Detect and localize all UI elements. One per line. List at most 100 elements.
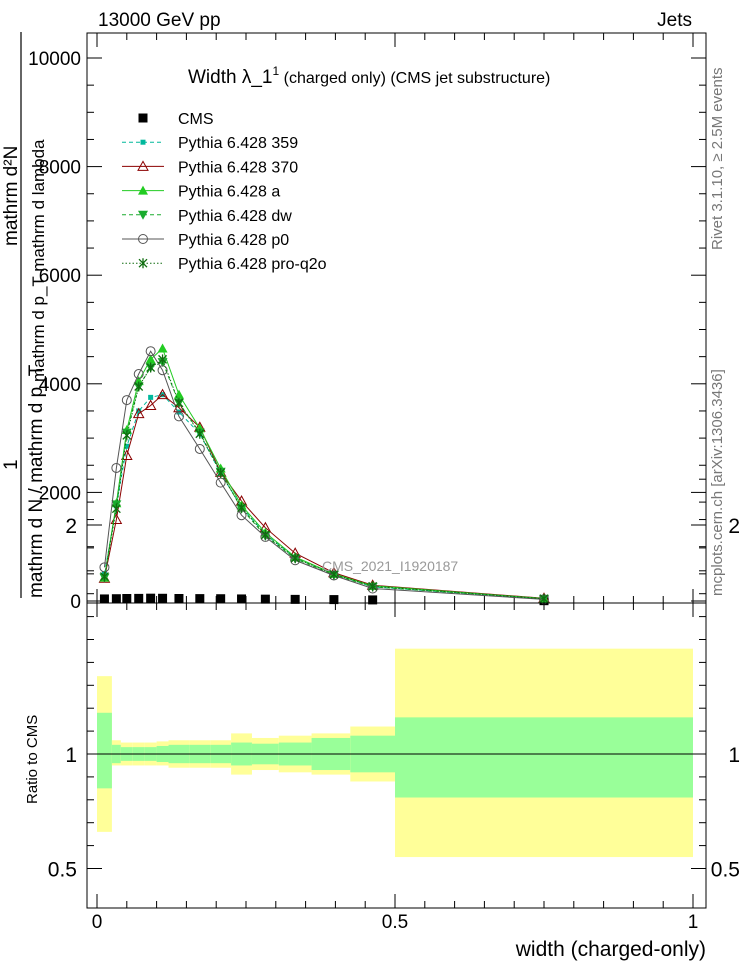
y-tick-label: 4000 <box>39 375 81 396</box>
data-point <box>368 595 378 605</box>
title-rest: (charged only) (CMS jet substructure) <box>279 70 550 87</box>
legend-marker <box>138 185 148 195</box>
title-superscript: 1 <box>272 64 279 78</box>
data-point <box>215 477 226 488</box>
data-point <box>148 394 154 400</box>
energy-label: 13000 GeV pp <box>98 10 221 31</box>
data-point <box>146 593 156 603</box>
y-tick-label: 10000 <box>28 49 81 70</box>
legend-entry: Pythia 6.428 370 <box>122 159 298 176</box>
data-point <box>158 593 168 603</box>
data-point <box>174 594 184 604</box>
data-point <box>134 381 144 392</box>
legend-label: Pythia 6.428 370 <box>178 159 298 176</box>
data-point <box>237 502 246 513</box>
legend-entry: Pythia 6.428 pro-q2o <box>122 256 327 273</box>
analysis-watermark: CMS_2021_I1920187 <box>322 558 458 574</box>
data-point <box>121 395 132 406</box>
legend-entry: Pythia 6.428 a <box>122 184 280 201</box>
data-point <box>134 593 144 603</box>
legend-marker <box>137 160 149 171</box>
data-point <box>237 594 247 604</box>
ratio-plot: 0.5 0.5 1 1 2 2 0 0.5 1 Ratio to CMS width (char… <box>24 478 740 961</box>
ratio-inner-band <box>395 717 693 798</box>
legend-label: Pythia 6.428 dw <box>178 208 292 225</box>
ratio-y-tick-label: 2 <box>65 515 77 538</box>
legend-marker <box>138 234 148 244</box>
data-point <box>124 443 130 449</box>
y-axis-label-prefactor-denominator: mathrm d N / mathrm d p_T <box>26 364 47 598</box>
data-point <box>216 594 226 604</box>
legend: CMS Pythia 6.428 359 Pythia 6.428 370 Pythi… <box>122 111 327 273</box>
data-point <box>260 529 270 540</box>
source-label: mcplots.cern.ch [arXiv:1306.3436] <box>709 369 726 596</box>
legend-entry: Pythia 6.428 dw <box>122 208 292 225</box>
data-point <box>368 581 378 592</box>
data-point <box>132 407 145 419</box>
main-plot-title: Width λ_11 (charged only) (CMS jet subst… <box>188 64 550 88</box>
data-point <box>174 397 184 408</box>
title-main: Width λ_1 <box>188 67 272 88</box>
x-tick-label: 0 <box>92 912 103 933</box>
legend-entry: CMS <box>138 111 214 128</box>
y-tick-label: 6000 <box>39 266 81 287</box>
ratio-y-tick-label-right: 2 <box>728 515 740 538</box>
data-point <box>144 399 157 411</box>
ratio-y-axis-label: Ratio to CMS <box>24 715 41 804</box>
data-point <box>146 362 156 373</box>
data-point <box>145 354 156 364</box>
data-point <box>290 553 300 564</box>
x-axis-label: width (charged-only) <box>515 938 706 961</box>
data-point <box>136 408 142 414</box>
series-cms <box>99 593 549 606</box>
legend-entry: Pythia 6.428 p0 <box>122 232 289 249</box>
data-point <box>539 593 549 604</box>
legend-entry: Pythia 6.428 359 <box>122 135 298 152</box>
data-point <box>195 594 205 604</box>
data-point <box>260 594 270 604</box>
ratio-y-tick-label-right: 1 <box>728 744 740 767</box>
legend-marker <box>138 210 148 220</box>
data-point <box>329 595 339 605</box>
data-point <box>99 594 109 604</box>
series-line <box>103 358 545 600</box>
ratio-y-tick-label-right: 0.5 <box>711 859 740 882</box>
data-point <box>194 443 205 454</box>
data-point <box>122 594 132 604</box>
rivet-version-label: Rivet 3.1.10, ≥ 2.5M events <box>709 68 726 251</box>
x-tick-label: 1 <box>688 912 699 933</box>
series-line <box>103 350 545 600</box>
data-point <box>111 462 122 473</box>
legend-label: Pythia 6.428 a <box>178 184 280 201</box>
ratio-y-tick-label: 0.5 <box>48 859 77 882</box>
data-point <box>145 346 156 357</box>
data-point <box>99 571 109 582</box>
data-point <box>156 388 169 400</box>
legend-marker <box>138 113 148 123</box>
data-point <box>173 411 184 422</box>
data-point <box>133 369 144 380</box>
data-point <box>158 354 168 365</box>
legend-marker <box>138 258 148 269</box>
ratio-plot-frame <box>86 602 707 909</box>
data-point <box>111 503 121 514</box>
y-axis-label-numerator: mathrm d²N <box>1 146 22 246</box>
process-label: Jets <box>657 10 692 31</box>
y-tick-label: 0 <box>70 592 81 613</box>
y-tick-label: 2000 <box>39 483 81 504</box>
data-point <box>111 594 121 604</box>
data-point <box>122 430 132 441</box>
ratio-y-tick-label: 1 <box>65 744 77 767</box>
y-axis-label-prefactor-one: 1 <box>1 459 22 470</box>
data-point <box>157 343 168 353</box>
x-tick-label: 0.5 <box>382 912 408 933</box>
y-axis-label-denominator: mathrm d p_T mathrm d lambda <box>29 139 48 382</box>
y-tick-label: 8000 <box>39 158 81 179</box>
legend-label: CMS <box>178 111 214 128</box>
data-point <box>329 569 339 580</box>
ratio-inner-band <box>97 712 112 789</box>
legend-label: Pythia 6.428 p0 <box>178 232 289 249</box>
legend-label: Pythia 6.428 pro-q2o <box>178 256 327 273</box>
legend-marker <box>140 139 146 145</box>
